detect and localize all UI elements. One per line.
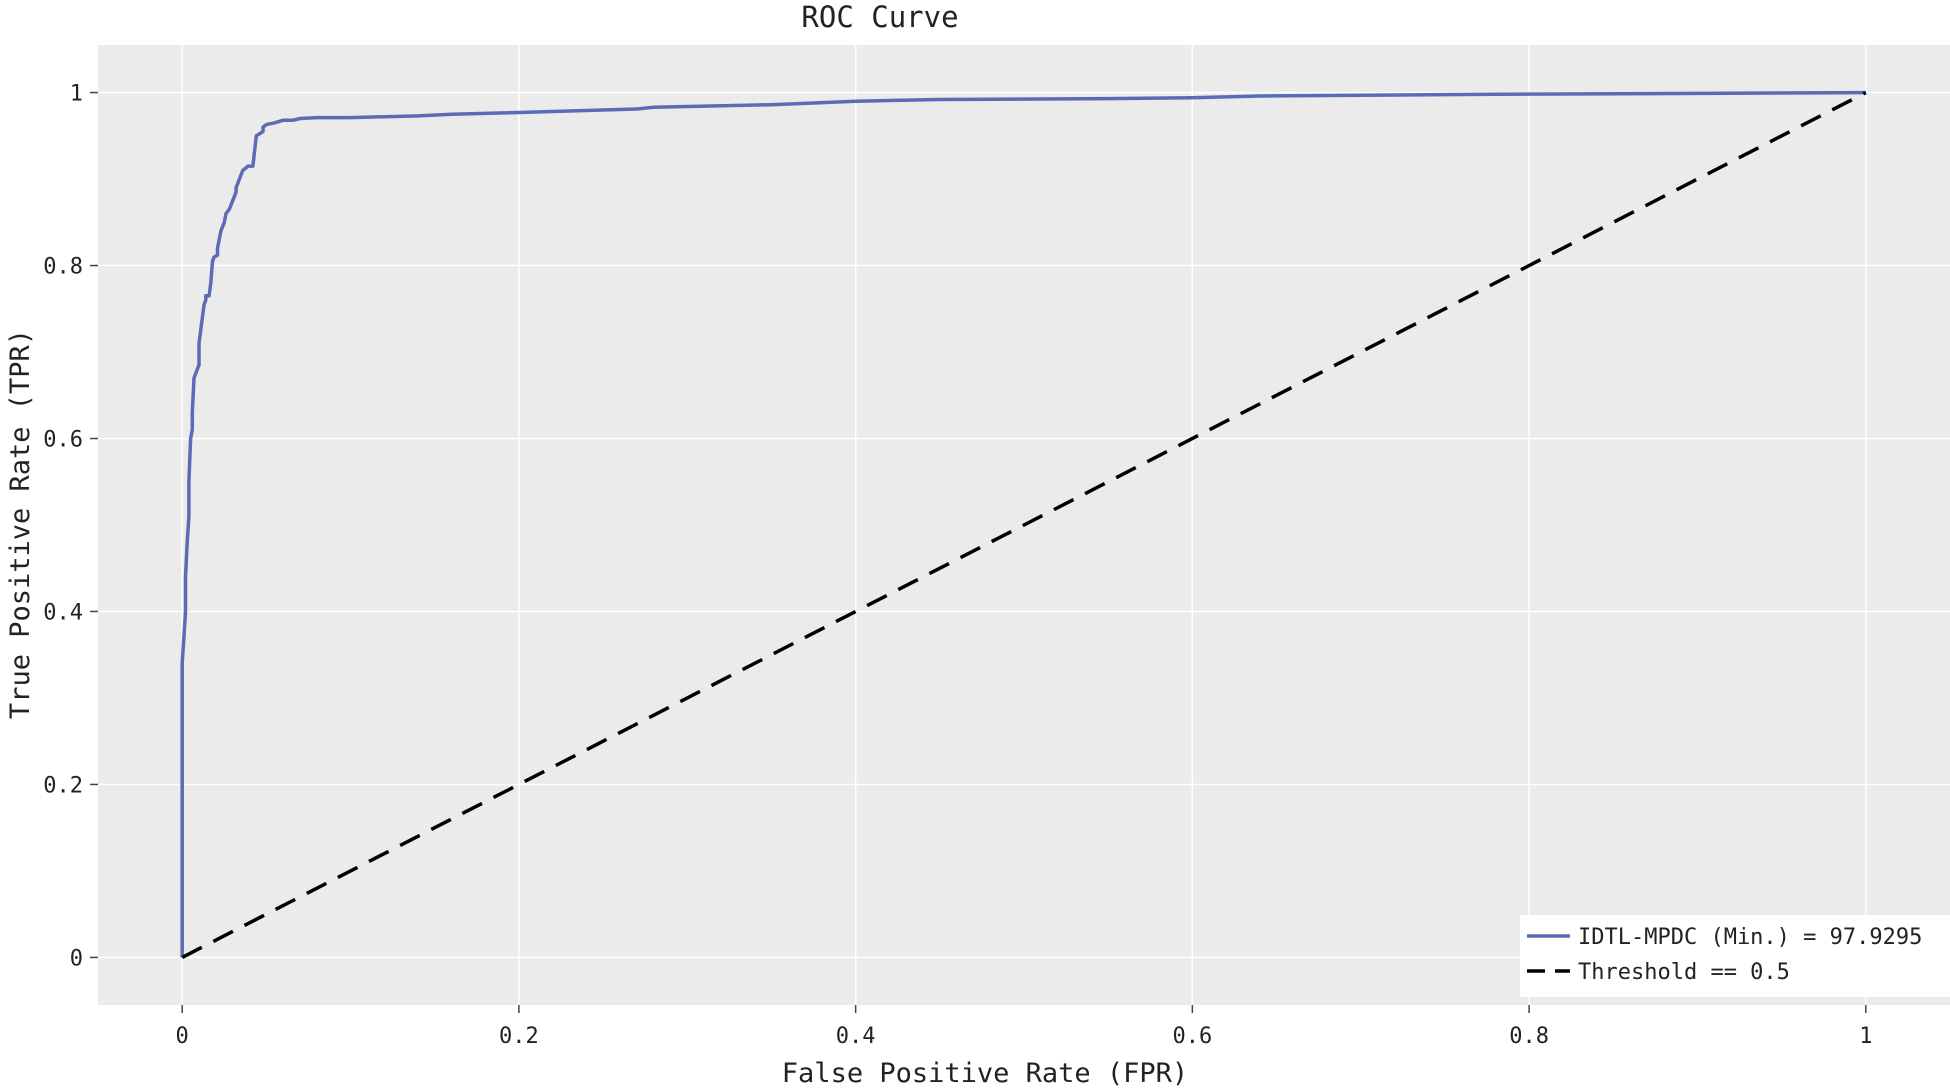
x-tick-label: 0.2: [499, 1024, 539, 1049]
y-tick-label: 0.2: [43, 773, 83, 798]
legend: IDTL-MPDC (Min.) = 97.9295 Threshold == …: [1520, 915, 1950, 997]
x-tick-label: 0.8: [1509, 1024, 1549, 1049]
x-axis-label: False Positive Rate (FPR): [782, 1058, 1188, 1088]
y-axis-label: True Positive Rate (TPR): [5, 329, 36, 719]
y-tick-label: 0.6: [43, 428, 83, 453]
legend-box: [1520, 915, 1950, 997]
y-tick-label: 1: [70, 82, 83, 107]
y-tick-label: 0: [70, 946, 83, 971]
y-tick-label: 0.4: [43, 600, 83, 625]
y-tick-label: 0.8: [43, 255, 83, 280]
legend-label-roc: IDTL-MPDC (Min.) = 97.9295: [1578, 925, 1922, 950]
x-tick-label: 1: [1859, 1024, 1872, 1049]
legend-label-threshold: Threshold == 0.5: [1578, 960, 1790, 985]
x-tick-labels: 0 0.2 0.4 0.6 0.8 1: [176, 1005, 1872, 1049]
y-tick-labels: 0 0.2 0.4 0.6 0.8 1: [43, 82, 98, 971]
x-tick-label: 0.6: [1172, 1024, 1212, 1049]
chart-title: ROC Curve: [801, 0, 958, 34]
threshold-line: [181, 91, 1867, 959]
x-tick-label: 0.4: [836, 1024, 876, 1049]
series-layer: [180, 90, 1867, 959]
roc-curve-line: [180, 90, 1866, 958]
x-tick-label: 0: [176, 1024, 189, 1049]
